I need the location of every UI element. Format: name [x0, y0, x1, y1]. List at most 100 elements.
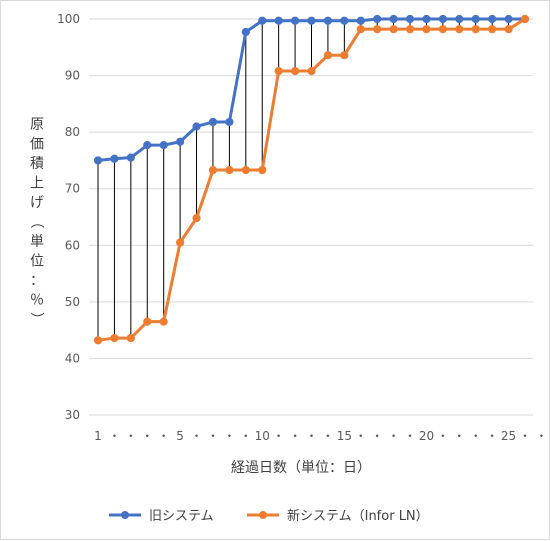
- x-tick-label: 15: [337, 429, 352, 443]
- x-tick-label: ・: [207, 429, 219, 443]
- x-tick-label: ・: [535, 429, 547, 443]
- legend-label: 新システム（Infor LN）: [287, 508, 429, 524]
- y-axis-label-char: 価: [30, 137, 44, 153]
- data-point: [438, 14, 447, 24]
- data-point: [422, 25, 431, 34]
- data-point: [258, 16, 267, 25]
- x-tick-label: ・: [273, 429, 285, 443]
- x-tick-label: 5: [176, 429, 184, 443]
- y-tick-label: 50: [65, 295, 80, 309]
- x-tick-label: 25: [501, 429, 516, 443]
- series-1: [93, 14, 530, 165]
- x-tick-label: ・: [453, 429, 465, 443]
- legend-marker: [121, 511, 129, 519]
- y-axis-label-char: 上: [30, 176, 44, 192]
- y-tick-label: 90: [65, 69, 80, 83]
- x-tick-label: ・: [108, 429, 120, 443]
- x-tick-label: ・: [519, 429, 531, 443]
- data-point: [373, 25, 382, 34]
- data-point: [340, 51, 349, 60]
- y-axis-label-char: （: [28, 215, 44, 229]
- data-point: [504, 14, 513, 24]
- y-axis-label-char: げ: [30, 195, 44, 211]
- y-axis-label-char: 単: [30, 234, 44, 250]
- data-point: [373, 14, 382, 24]
- data-point: [520, 14, 530, 24]
- x-tick-label: ・: [470, 429, 482, 443]
- data-point: [159, 317, 168, 326]
- data-point: [110, 333, 119, 343]
- y-axis-label-char: 積: [30, 156, 44, 172]
- data-point: [488, 25, 497, 34]
- y-tick-label: 80: [65, 125, 80, 139]
- x-tick-label: ・: [289, 429, 301, 443]
- data-point: [176, 137, 185, 146]
- y-tick-label: 30: [65, 408, 80, 422]
- data-point: [290, 66, 300, 76]
- legend-item: 旧システム: [109, 509, 214, 524]
- data-point: [143, 141, 152, 150]
- data-point: [504, 25, 513, 34]
- data-point: [208, 165, 218, 175]
- y-axis-label-char: ：: [30, 273, 44, 289]
- y-axis-label-char: 原: [30, 117, 44, 133]
- x-tick-label: ・: [158, 429, 170, 443]
- data-point: [258, 165, 267, 175]
- data-point: [290, 16, 300, 25]
- data-point: [323, 51, 333, 60]
- x-tick-label: ・: [240, 429, 252, 443]
- series-2: [93, 14, 530, 345]
- x-tick-label: ・: [404, 429, 416, 443]
- data-point: [356, 16, 365, 25]
- data-point: [488, 14, 497, 24]
- data-point: [159, 141, 168, 150]
- data-point: [455, 25, 464, 34]
- y-axis-label-char: 位: [30, 254, 44, 270]
- x-tick-label: ・: [388, 429, 400, 443]
- x-tick-label: ・: [125, 429, 137, 443]
- data-point: [323, 16, 333, 25]
- data-point: [455, 14, 464, 24]
- x-tick-label: ・: [322, 429, 334, 443]
- data-point: [192, 214, 201, 223]
- x-axis-label: 経過日数（単位：日）: [231, 460, 371, 476]
- data-point: [143, 317, 152, 326]
- y-axis-label-char: ）: [28, 312, 44, 326]
- x-tick-label: ・: [191, 429, 203, 443]
- x-tick-label: 10: [255, 429, 270, 443]
- data-point: [307, 66, 316, 76]
- data-point: [405, 14, 415, 24]
- data-point: [438, 25, 447, 34]
- data-point: [176, 238, 185, 247]
- x-tick-label: ・: [223, 429, 235, 443]
- data-point: [93, 336, 103, 345]
- legend: 旧システム 新システム（Infor LN）: [109, 508, 429, 524]
- data-point: [274, 66, 283, 76]
- x-tick-label: ・: [355, 429, 367, 443]
- data-point: [208, 117, 218, 127]
- data-point: [126, 153, 135, 162]
- x-tick-label: ・: [371, 429, 383, 443]
- series-group: [93, 14, 530, 345]
- data-point: [471, 14, 480, 24]
- y-tick-label: 60: [65, 238, 80, 252]
- data-point: [356, 25, 365, 34]
- y-tick-label: 40: [65, 351, 80, 365]
- x-tick-label: ・: [305, 429, 317, 443]
- y-axis-label-char: ％: [30, 293, 44, 309]
- x-tick-label: ・: [141, 429, 153, 443]
- x-tick-label: 1: [94, 429, 102, 443]
- y-tick-label: 70: [65, 182, 80, 196]
- data-point: [225, 117, 234, 127]
- x-tick-label: 20: [419, 429, 434, 443]
- data-point: [405, 25, 415, 34]
- x-tick-label: ・: [486, 429, 498, 443]
- y-tick-labels: 30 40 50 60 70 80 90 100: [57, 12, 80, 422]
- data-point: [471, 25, 480, 34]
- data-point: [422, 14, 431, 24]
- data-point: [274, 16, 283, 25]
- data-point: [307, 16, 316, 25]
- data-point: [340, 16, 349, 25]
